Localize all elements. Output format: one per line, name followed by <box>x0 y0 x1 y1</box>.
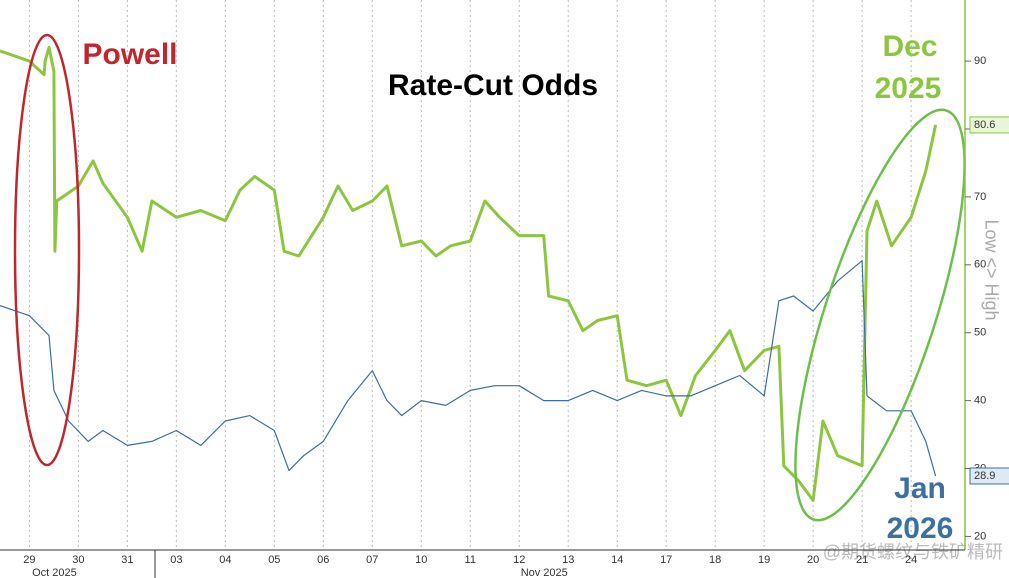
x-tick-label: 11 <box>465 554 476 566</box>
powell-ellipse <box>13 33 81 467</box>
x-tick-label: 24 <box>905 554 917 566</box>
x-tick-label: 19 <box>758 554 770 566</box>
dec-label: Dec <box>882 30 937 63</box>
x-tick-label: 10 <box>415 554 427 566</box>
x-tick-label: 12 <box>513 554 525 566</box>
x-tick-label: 20 <box>807 554 819 566</box>
x-tick-label: 07 <box>366 554 378 566</box>
x-tick-label: 03 <box>170 554 182 566</box>
x-tick-label: 31 <box>121 554 133 566</box>
x-tick-label: 30 <box>72 554 84 566</box>
month-label: Oct 2025 <box>32 567 77 578</box>
x-tick-label: 14 <box>611 554 623 566</box>
x-tick-label: 04 <box>219 554 231 566</box>
x-tick-label: 13 <box>562 554 574 566</box>
series-line <box>0 46 938 502</box>
x-tick-label: 18 <box>709 554 721 566</box>
y-tick-label: 50 <box>974 327 986 339</box>
last-value-label: 80.6 <box>974 119 995 131</box>
powell-label: Powell <box>82 38 177 71</box>
chart-title: Rate-Cut Odds <box>388 69 598 102</box>
x-tick-label: 29 <box>23 554 35 566</box>
grid <box>28 0 912 550</box>
watermark: @期货螺纹与铁矿精研 <box>823 542 1003 562</box>
y-axis-label: Low <> High <box>981 219 1001 320</box>
jan-label: 2026 <box>887 512 954 545</box>
last-value-box <box>969 116 1009 134</box>
y-tick-label: 90 <box>974 55 986 67</box>
y-tick-label: 20 <box>974 530 986 542</box>
last-value-box <box>969 467 1009 485</box>
y-tick-label: 70 <box>974 191 986 203</box>
jan-label: Jan <box>894 472 946 505</box>
month-label: Nov 2025 <box>521 567 568 578</box>
dec-label: 2025 <box>875 72 942 105</box>
series-line <box>0 260 937 477</box>
x-tick-label: 21 <box>856 554 868 566</box>
x-tick-label: 17 <box>660 554 672 566</box>
highlight-ellipse <box>794 108 966 522</box>
last-value-label: 28.9 <box>974 470 995 482</box>
y-tick-label: 60 <box>974 259 986 271</box>
lines <box>0 46 938 502</box>
x-tick-label: 05 <box>268 554 280 566</box>
y-tick-label: 40 <box>974 395 986 407</box>
x-tick-label: 06 <box>317 554 329 566</box>
